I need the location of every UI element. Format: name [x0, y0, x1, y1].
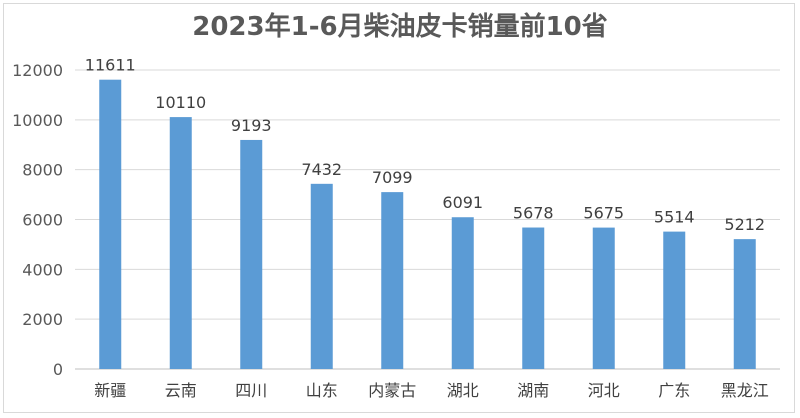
data-label: 9193 — [231, 116, 272, 135]
y-tick-label: 8000 — [22, 161, 63, 180]
bar — [310, 183, 333, 369]
y-tick-label: 6000 — [22, 211, 63, 230]
x-category-label: 黑龙江 — [721, 381, 769, 400]
x-category-label: 湖南 — [517, 381, 549, 400]
y-tick-label: 12000 — [12, 61, 63, 80]
gridlines — [75, 69, 780, 370]
chart-title: 2023年1-6月柴油皮卡销量前10省 — [192, 12, 608, 42]
x-category-label: 四川 — [235, 381, 267, 400]
y-tick-label: 10000 — [12, 111, 63, 130]
data-label: 10110 — [155, 93, 206, 112]
bar — [663, 231, 686, 369]
x-category-label: 河北 — [588, 381, 620, 400]
x-category-label: 广东 — [658, 381, 690, 400]
data-label: 5514 — [654, 208, 695, 227]
x-category-label: 湖北 — [447, 381, 479, 400]
data-label: 5212 — [724, 215, 765, 234]
data-label: 5678 — [513, 204, 554, 223]
data-label: 5675 — [583, 204, 624, 223]
data-label: 6091 — [442, 193, 483, 212]
y-tick-label: 4000 — [22, 260, 63, 279]
bar — [592, 227, 615, 369]
data-label: 7099 — [372, 168, 413, 187]
x-category-label: 新疆 — [94, 381, 126, 400]
x-category-label: 内蒙古 — [368, 381, 416, 400]
bar — [733, 239, 756, 369]
y-tick-label: 2000 — [22, 310, 63, 329]
bar — [169, 117, 192, 369]
bar — [381, 192, 404, 369]
data-label: 11611 — [85, 56, 136, 75]
x-category-label: 山东 — [306, 381, 338, 400]
data-label: 7432 — [301, 160, 342, 179]
x-category-label: 云南 — [165, 381, 197, 400]
bar — [240, 139, 263, 369]
labels: 0 2000 4000 6000 8000 10000 12000 11611 新疆 10110 云… — [12, 56, 769, 400]
bar — [451, 217, 474, 369]
bars — [99, 79, 756, 370]
bar — [522, 227, 545, 369]
y-tick-label: 0 — [53, 360, 63, 379]
bar — [99, 79, 122, 370]
